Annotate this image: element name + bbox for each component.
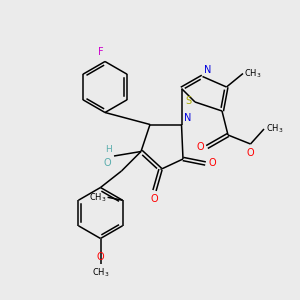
- Text: N: N: [184, 113, 191, 123]
- Text: O: O: [208, 158, 216, 169]
- Text: O: O: [196, 142, 204, 152]
- Text: O: O: [97, 252, 104, 262]
- Text: O: O: [247, 148, 254, 158]
- Text: O: O: [104, 158, 112, 167]
- Text: S: S: [185, 95, 191, 106]
- Text: CH$_3$: CH$_3$: [92, 266, 109, 279]
- Text: N: N: [204, 65, 212, 75]
- Text: CH$_3$: CH$_3$: [88, 191, 106, 203]
- Text: O: O: [151, 194, 158, 203]
- Text: CH$_3$: CH$_3$: [266, 123, 283, 135]
- Text: H: H: [105, 146, 112, 154]
- Text: F: F: [98, 47, 103, 57]
- Text: CH$_3$: CH$_3$: [244, 67, 262, 80]
